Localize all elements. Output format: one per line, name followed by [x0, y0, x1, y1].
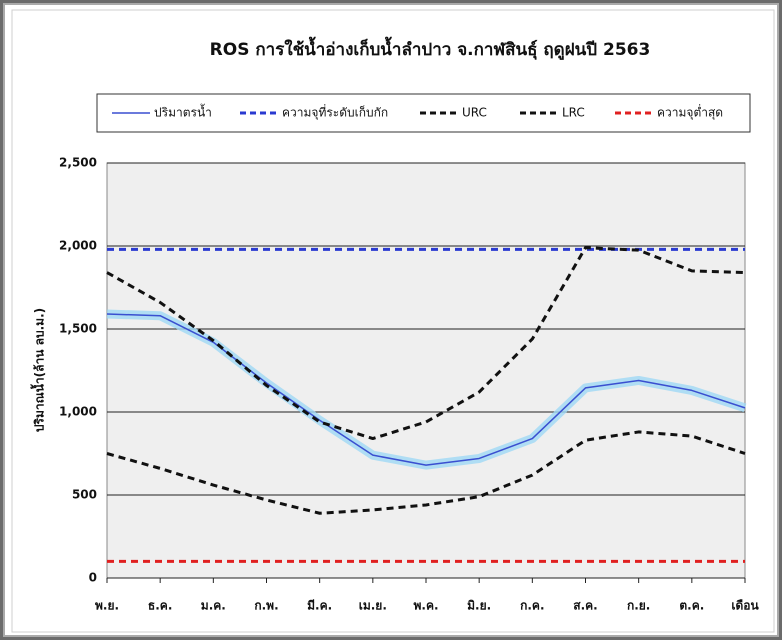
x-tick-label: เม.ย.: [359, 599, 387, 613]
x-tick-label: ต.ค.: [679, 599, 704, 613]
chart-title: ROS การใช้น้ำอ่างเก็บน้ำลำปาว จ.กาฬสินธุ…: [210, 36, 651, 61]
legend-label: ปริมาตรน้ำ: [154, 104, 212, 120]
y-tick-label: 1,000: [59, 405, 97, 419]
x-tick-label: ก.พ.: [254, 599, 278, 613]
y-tick-label: 500: [72, 488, 97, 502]
x-tick-label: มิ.ย.: [467, 599, 491, 613]
y-tick-label: 2,500: [59, 156, 97, 170]
x-tick-label: มี.ค.: [307, 599, 332, 613]
x-tick-label: ก.ค.: [520, 599, 544, 613]
y-axis-label: ปริมาณน้ำ(ล้าน ลบ.ม.): [30, 308, 47, 432]
x-axis-label: เดือน: [731, 599, 759, 613]
x-tick-label: พ.ค.: [413, 599, 438, 613]
legend-label: ความจุที่ระดับเก็บกัก: [282, 104, 388, 121]
x-tick-label: พ.ย.: [95, 599, 119, 613]
x-tick-label: ธ.ค.: [148, 599, 172, 613]
series-line: [106, 246, 746, 441]
x-tick-label: ส.ค.: [573, 599, 597, 613]
legend-label: URC: [462, 106, 487, 120]
series-line: [106, 313, 746, 466]
x-tick-label: ม.ค.: [201, 599, 226, 613]
y-tick-label: 2,000: [59, 239, 97, 253]
legend-label: LRC: [562, 106, 585, 120]
plot-area: [106, 162, 746, 579]
y-tick-label: 1,500: [59, 322, 97, 336]
y-tick-label: 0: [89, 571, 97, 585]
legend-label: ความจุต่ำสุด: [657, 104, 723, 121]
series-line: [106, 430, 746, 515]
x-tick-label: ก.ย.: [627, 599, 650, 613]
